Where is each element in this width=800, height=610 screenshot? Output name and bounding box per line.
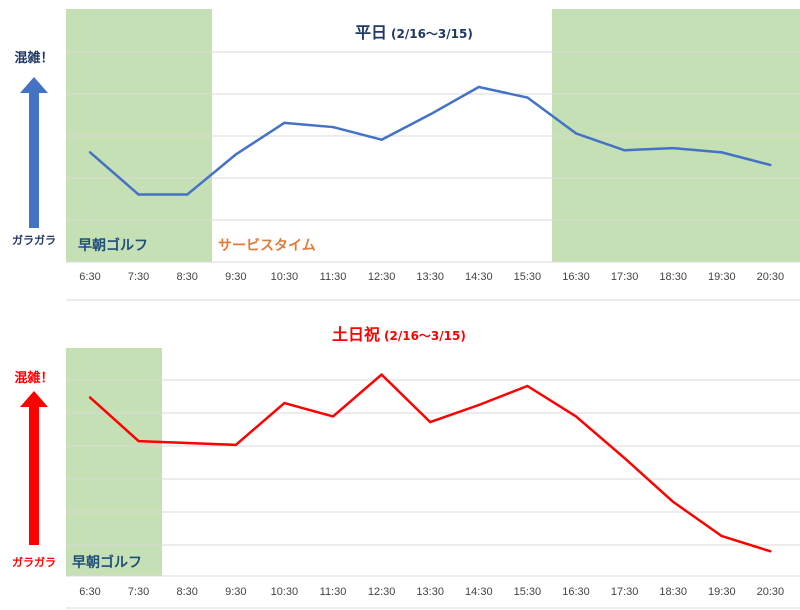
- data-point: [186, 193, 189, 196]
- congestion-arrow-shaft: [29, 405, 39, 545]
- x-tick-label: 13:30: [416, 586, 444, 598]
- data-point: [331, 125, 335, 129]
- x-tick-label: 19:30: [708, 271, 736, 283]
- data-point: [623, 457, 626, 460]
- x-tick-label: 13:30: [416, 271, 444, 283]
- region-label: 早朝ゴルフ: [78, 237, 148, 254]
- arrow-up-icon: [20, 77, 48, 93]
- data-point: [283, 401, 286, 405]
- data-point: [88, 396, 92, 399]
- x-tick-label: 20:30: [757, 271, 785, 283]
- data-point: [720, 534, 723, 538]
- empty-label: ガラガラ: [12, 233, 56, 247]
- x-tick-label: 7:30: [128, 586, 149, 598]
- x-tick-label: 12:30: [368, 586, 396, 598]
- chart-title: 土日祝 (2/16〜3/15): [332, 325, 466, 344]
- x-tick-label: 15:30: [514, 271, 542, 283]
- x-tick-label: 10:30: [271, 271, 299, 283]
- data-point: [574, 132, 578, 135]
- x-tick-label: 6:30: [79, 271, 100, 283]
- x-tick-label: 11:30: [320, 271, 347, 283]
- region-label: サービスタイム: [218, 238, 316, 254]
- data-point: [380, 373, 383, 376]
- weekday-chart: 早朝ゴルフ サービスタイム 平日 (2/16〜3/15) 6:30 7:30 8:30 9:3…: [12, 9, 800, 301]
- data-point: [672, 500, 675, 504]
- weekend-chart: 早朝ゴルフ 土日祝 (2/16〜3/15) 6:30 7:30 8:30 9:30 10:30…: [12, 325, 800, 609]
- data-point: [574, 415, 578, 418]
- x-tick-label: 6:30: [79, 586, 100, 598]
- data-point: [380, 138, 383, 141]
- data-point: [672, 146, 675, 150]
- x-tick-label: 18:30: [659, 271, 687, 283]
- x-tick-label: 15:30: [514, 586, 542, 598]
- chart-title: 平日 (2/16〜3/15): [355, 23, 473, 42]
- x-tick-label: 7:30: [128, 271, 149, 283]
- x-tick-label: 10:30: [271, 586, 299, 598]
- data-point: [88, 151, 92, 154]
- x-tick-label: 16:30: [562, 586, 590, 598]
- data-point: [526, 384, 529, 388]
- crowded-label: 混雑！: [14, 50, 53, 66]
- x-tick-label: 19:30: [708, 586, 736, 598]
- arrow-up-icon: [20, 391, 48, 407]
- x-tick-label: 12:30: [368, 271, 396, 283]
- data-point: [234, 443, 237, 447]
- data-point: [429, 113, 432, 116]
- x-tick-label: 11:30: [320, 586, 347, 598]
- data-point: [234, 153, 237, 156]
- data-point: [186, 441, 189, 445]
- data-point: [477, 85, 480, 89]
- crowded-label: 混雑！: [14, 370, 53, 386]
- x-tick-label: 17:30: [611, 586, 639, 598]
- x-tick-label: 14:30: [465, 271, 493, 283]
- x-tick-label: 8:30: [176, 586, 197, 598]
- data-point: [477, 403, 480, 407]
- x-tick-label: 20:30: [757, 586, 785, 598]
- data-point: [137, 439, 140, 443]
- data-point: [769, 550, 772, 553]
- x-tick-label: 8:30: [176, 271, 197, 283]
- x-tick-label: 18:30: [659, 586, 687, 598]
- data-point: [526, 96, 529, 99]
- data-point: [331, 415, 335, 418]
- x-tick-label: 16:30: [562, 271, 590, 283]
- x-tick-label: 14:30: [465, 586, 493, 598]
- x-tick-label: 9:30: [225, 586, 246, 598]
- plot-area: [66, 348, 800, 576]
- data-point: [429, 420, 432, 424]
- data-point: [769, 163, 772, 167]
- data-point: [283, 121, 286, 125]
- data-point: [137, 193, 140, 196]
- region-label: 早朝ゴルフ: [72, 554, 142, 571]
- empty-label: ガラガラ: [12, 555, 56, 569]
- data-point: [623, 149, 626, 152]
- data-point: [720, 151, 723, 154]
- x-tick-label: 17:30: [611, 271, 639, 283]
- congestion-arrow-shaft: [29, 91, 39, 228]
- shaded-region: [66, 348, 162, 576]
- x-tick-label: 9:30: [225, 271, 246, 283]
